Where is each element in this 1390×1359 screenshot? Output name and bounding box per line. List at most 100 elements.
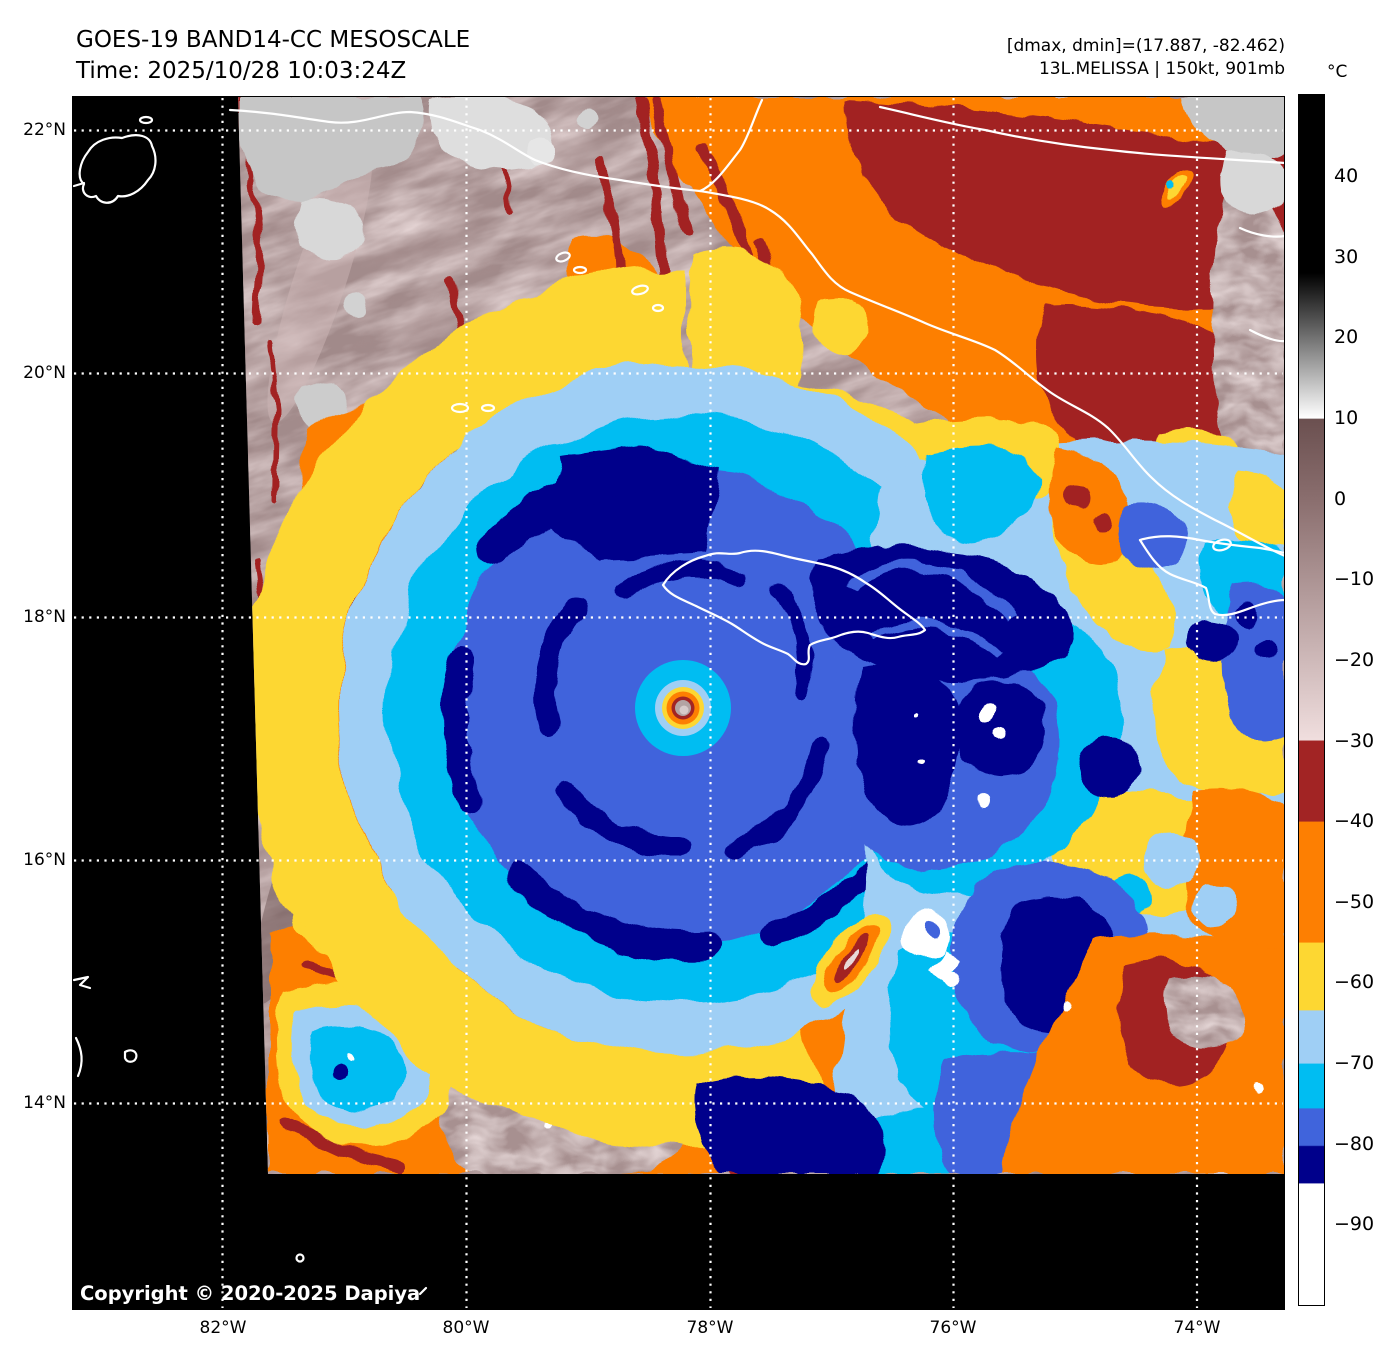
coast-fragment <box>72 181 86 188</box>
spiral-arc <box>555 780 690 857</box>
colorbar-tick: −60 <box>1334 971 1375 993</box>
colorbar-tick: 10 <box>1334 407 1359 429</box>
yellow-patch <box>1230 470 1285 548</box>
islet-outline <box>123 1049 138 1063</box>
eye-center-bright <box>679 705 689 715</box>
dmax-dmin-readout: [dmax, dmin]=(17.887, -82.462) <box>1006 36 1285 56</box>
satellite-map <box>72 96 1285 1310</box>
navy-spot <box>1256 641 1274 659</box>
dark-red-spot <box>1094 514 1110 530</box>
jamaica-navy-mass <box>811 545 1073 682</box>
streak-core <box>840 948 860 972</box>
cloud-blob <box>294 198 366 259</box>
white-overshoot <box>918 759 924 765</box>
lightblue-patch <box>1193 883 1237 927</box>
spiral-arc <box>441 647 483 813</box>
cloud-blob <box>578 110 598 130</box>
colorbar-tick: −10 <box>1334 568 1375 590</box>
cay-outline <box>572 265 588 275</box>
colorbar-tick: 0 <box>1334 488 1347 510</box>
cay-outline <box>480 403 496 413</box>
islet-outline <box>138 115 154 125</box>
red-streak <box>279 1119 406 1174</box>
cuba-northwest-coastline <box>228 108 702 193</box>
copyright-notice: Copyright © 2020-2025 Dapiya <box>80 1282 421 1305</box>
white-overshoot <box>979 793 989 807</box>
yellow-patch <box>813 296 869 355</box>
cuba-warm-sector <box>640 96 1285 520</box>
coast-fragment <box>1248 328 1285 343</box>
royal-arc <box>845 560 1015 623</box>
cuba-coastline <box>698 98 764 193</box>
white-overshoot <box>980 704 996 720</box>
y-axis-tick: 16°N <box>23 850 66 870</box>
navy-blob <box>1188 619 1236 661</box>
x-axis-tick: 82°W <box>199 1318 247 1338</box>
spiral-arc <box>726 736 829 859</box>
hurricane-eye <box>635 660 731 756</box>
x-axis-tick: 78°W <box>686 1318 734 1338</box>
y-axis-tick: 14°N <box>23 1093 66 1113</box>
colorbar-tick: −20 <box>1334 649 1375 671</box>
colorbar-tick: −90 <box>1334 1213 1375 1235</box>
cloud-blob <box>240 96 424 201</box>
cay-outline <box>555 251 571 263</box>
dark-red-spot <box>1066 486 1090 510</box>
gonave-island-outline <box>1212 538 1232 552</box>
spiral-arc <box>479 454 686 563</box>
y-axis-tick: 18°N <box>23 607 66 627</box>
colorbar-unit-label: °C <box>1327 62 1348 82</box>
cuban-cays <box>450 251 665 414</box>
anomaly-yellow <box>1168 176 1188 200</box>
red-streak <box>650 96 692 235</box>
navy-spot <box>1236 603 1260 627</box>
cyan-blob <box>922 448 1041 544</box>
colorbar-tick: −40 <box>1334 810 1375 832</box>
royal-arc <box>867 621 1003 658</box>
spiral-arc <box>770 582 813 698</box>
colorbar-tick: −30 <box>1334 730 1375 752</box>
white-overshoot <box>914 714 920 720</box>
cay-outline <box>651 303 665 313</box>
royal-region <box>1117 502 1185 569</box>
timestamp: Time: 2025/10/28 10:03:24Z <box>76 58 407 84</box>
central-america-coast-mark <box>72 975 92 990</box>
x-axis-tick: 76°W <box>929 1318 977 1338</box>
cloud-blob <box>526 136 554 164</box>
cloud-blob <box>1180 96 1285 160</box>
jamaica-coastline <box>661 549 927 666</box>
pale-pink-patch <box>1211 185 1285 485</box>
islet-outline <box>295 1253 305 1263</box>
storm-info-readout: 13L.MELISSA | 150kt, 901mb <box>1038 59 1285 79</box>
white-overshoot-tail <box>930 948 960 982</box>
coast-fragment <box>418 1286 428 1296</box>
dark-red-region <box>845 100 1285 308</box>
warm-anomaly-streak <box>1162 170 1194 206</box>
central-america-coast-mark <box>74 1036 83 1078</box>
warm-spot-streak <box>811 914 889 1006</box>
page-title: GOES-19 BAND14-CC MESOSCALE <box>76 27 471 53</box>
white-overshoot <box>991 727 1003 739</box>
spiral-arc <box>506 861 724 961</box>
anomaly-cyan <box>1169 182 1177 190</box>
cay-outline <box>450 402 470 414</box>
yellow-rainband-arc <box>242 268 834 1148</box>
coastlines <box>72 98 1285 1296</box>
colorbar-gradient <box>1298 94 1325 1306</box>
colorbar-tick: −80 <box>1334 1133 1375 1155</box>
cuba-south-coastline <box>698 189 1285 558</box>
x-axis-tick: 80°W <box>442 1318 490 1338</box>
white-overshoot <box>1060 1001 1070 1011</box>
overshoot-tops <box>903 704 1263 1093</box>
colorbar-tick: 40 <box>1334 165 1359 187</box>
cay-outline <box>631 284 649 296</box>
cloud-blob <box>343 293 367 317</box>
colorbar-tick: −50 <box>1334 891 1375 913</box>
data-sector <box>238 96 1285 1174</box>
orange-blob <box>1048 448 1136 564</box>
ring-hole <box>925 923 941 939</box>
cloud-blob <box>1219 150 1285 217</box>
navy-blob <box>855 665 962 827</box>
hispaniola-south-coastline <box>1138 538 1285 617</box>
